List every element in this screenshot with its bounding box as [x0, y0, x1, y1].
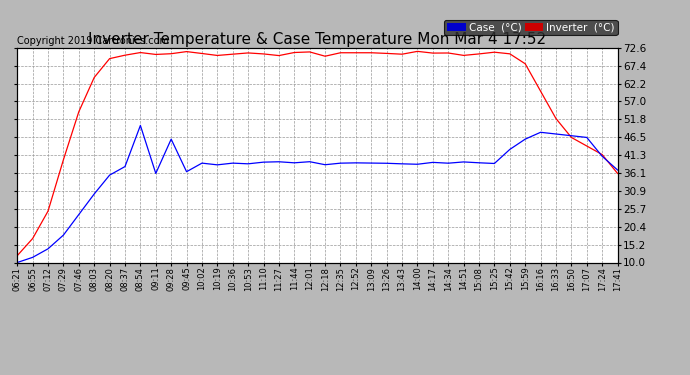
- Title: Inverter Temperature & Case Temperature Mon Mar 4 17:52: Inverter Temperature & Case Temperature …: [88, 32, 546, 47]
- Text: Copyright 2019 Cartronics.com: Copyright 2019 Cartronics.com: [17, 36, 169, 46]
- Legend: Case  (°C), Inverter  (°C): Case (°C), Inverter (°C): [444, 20, 618, 35]
